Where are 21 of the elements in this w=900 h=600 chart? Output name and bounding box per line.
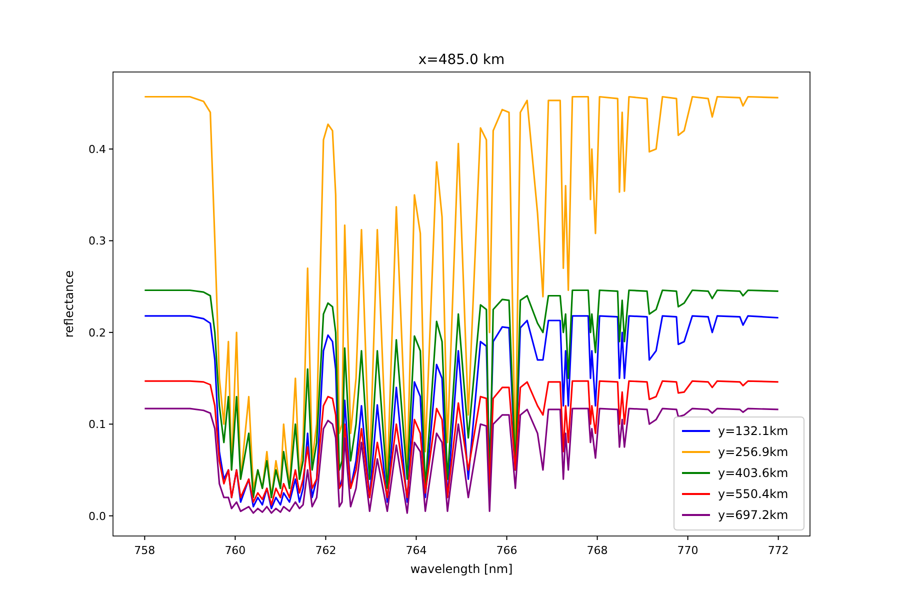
legend-label: y=132.1km bbox=[718, 424, 788, 438]
legend-label: y=403.6km bbox=[718, 466, 788, 480]
x-tick-label: 770 bbox=[677, 544, 698, 557]
legend-label: y=550.4km bbox=[718, 487, 788, 501]
x-tick-label: 766 bbox=[496, 544, 518, 557]
x-tick-label: 760 bbox=[224, 544, 246, 557]
legend-label: y=697.2km bbox=[718, 508, 788, 522]
y-axis-title: reflectance bbox=[62, 270, 76, 338]
x-tick-label: 758 bbox=[134, 544, 156, 557]
y-tick-label: 0.1 bbox=[88, 418, 106, 432]
x-tick-label: 772 bbox=[768, 544, 789, 557]
x-tick-label: 768 bbox=[586, 544, 608, 557]
x-tick-label: 762 bbox=[315, 544, 336, 557]
chart-title: x=485.0 km bbox=[418, 52, 505, 68]
y-tick-label: 0.2 bbox=[88, 326, 106, 340]
y-tick-label: 0.0 bbox=[88, 510, 106, 523]
x-tick-label: 764 bbox=[406, 544, 427, 557]
legend-label: y=256.9km bbox=[718, 445, 788, 459]
x-axis-title: wavelength [nm] bbox=[410, 562, 513, 576]
y-tick-label: 0.3 bbox=[88, 234, 106, 248]
y-tick-label: 0.4 bbox=[88, 143, 106, 156]
